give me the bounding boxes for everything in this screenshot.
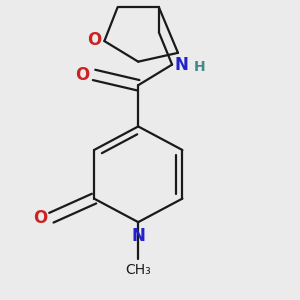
Text: N: N (174, 56, 188, 74)
Text: N: N (131, 227, 145, 245)
Text: CH₃: CH₃ (125, 263, 151, 278)
Text: H: H (193, 60, 205, 74)
Text: O: O (87, 31, 101, 49)
Text: O: O (75, 66, 90, 84)
Text: O: O (33, 209, 47, 227)
